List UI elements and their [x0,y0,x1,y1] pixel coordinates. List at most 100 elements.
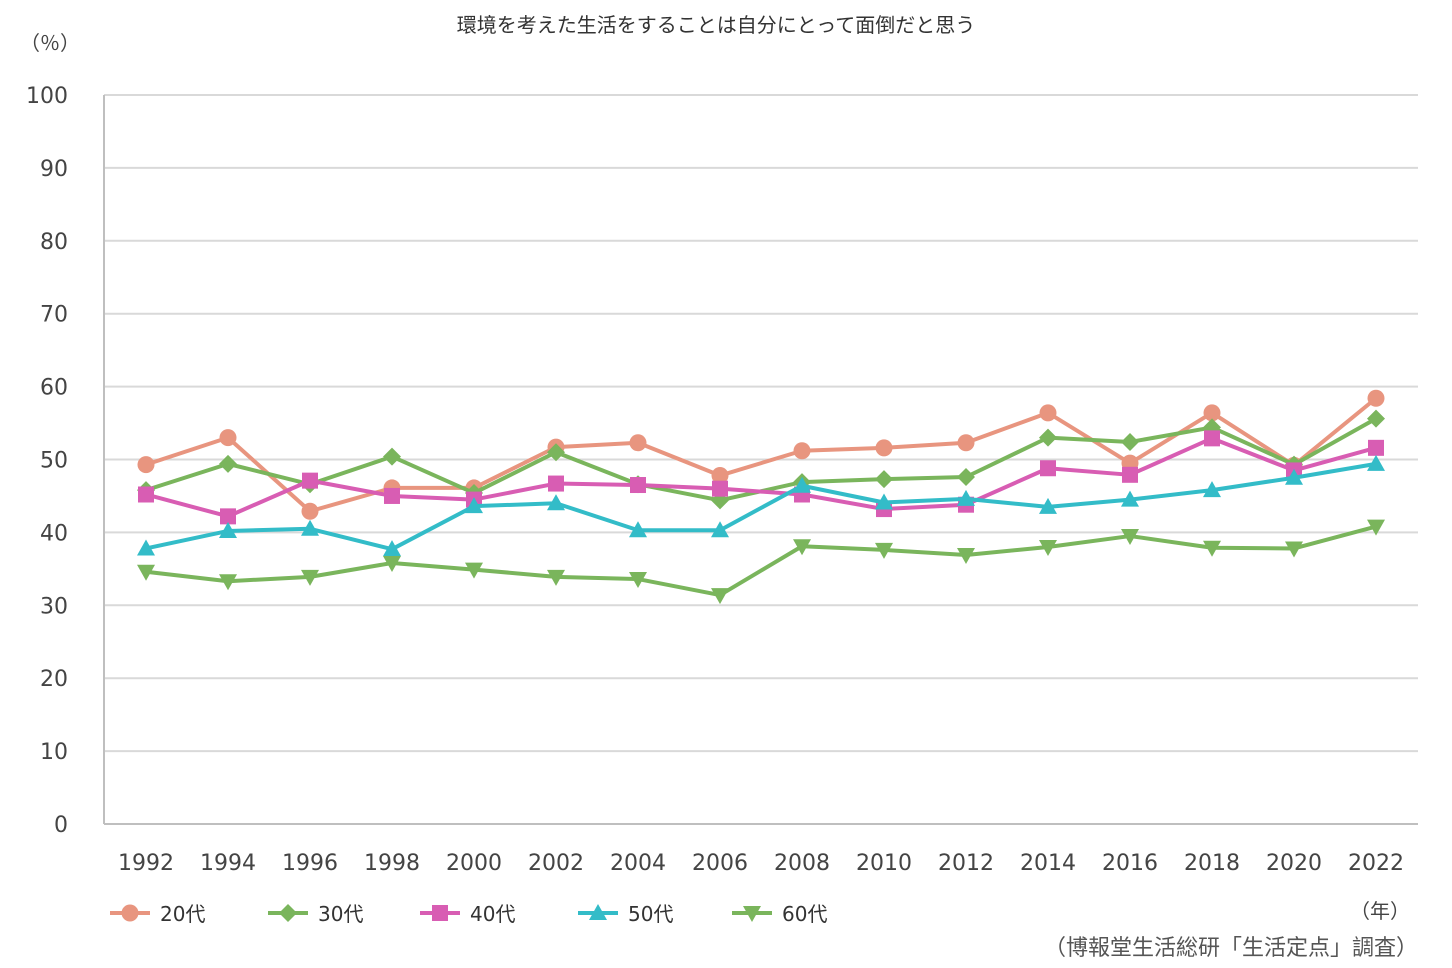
data-point-marker [547,569,565,586]
data-point-marker [1039,539,1057,556]
y-tick-labels: 0 10 20 30 40 50 60 70 80 90 100 [26,84,68,838]
y-tick-label: 100 [26,84,68,109]
legend-marker [743,906,761,922]
y-tick-label: 10 [40,740,68,765]
data-point-marker [219,574,237,591]
legend-marker [121,904,139,922]
x-tick-label: 2016 [1102,851,1158,876]
data-point-marker [301,502,319,520]
legend-label: 20代 [160,902,205,926]
data-point-marker [875,542,893,559]
data-point-marker [383,447,401,466]
data-point-marker [301,519,319,536]
data-point-marker [219,454,237,473]
legend-marker [589,904,607,920]
series-line [144,396,1378,514]
data-point-marker [1203,481,1221,498]
data-point-marker [547,443,565,462]
data-point-marker [1039,404,1057,422]
data-point-marker [875,470,893,489]
series-line [144,524,1378,598]
data-point-marker [1122,466,1138,483]
data-point-marker [629,521,647,538]
data-point-marker [1039,497,1057,514]
x-tick-label: 1992 [118,851,174,876]
data-point-marker [1367,389,1385,407]
data-point-marker [301,569,319,586]
x-tick-label: 2014 [1020,851,1076,876]
legend-marker [279,904,297,922]
x-tick-label: 2004 [610,851,666,876]
legend-item-1: 30代 [268,902,363,926]
grid-lines [104,94,1418,753]
data-point-marker [220,508,236,525]
y-tick-label: 90 [40,157,68,182]
axes [103,95,1418,825]
x-tick-label: 2000 [446,851,502,876]
legend-label: 50代 [628,902,673,926]
data-point-marker [384,487,400,504]
x-tick-labels: 1992 1994 1996 1998 2000 2002 2004 2006 2008 2010… [118,851,1404,876]
series-3 [137,454,1385,557]
x-tick-label: 1994 [200,851,256,876]
data-point-marker [547,494,565,511]
y-axis-unit-label: （％） [20,31,80,55]
data-point-marker [1367,519,1385,536]
series-line [144,436,1378,519]
data-point-marker [957,467,975,486]
x-axis-unit-label: （年） [1350,899,1410,923]
data-point-marker [1121,529,1139,546]
data-point-marker [629,572,647,589]
data-point-marker [630,477,646,494]
y-tick-label: 40 [40,521,68,546]
data-point-marker [219,429,237,447]
data-point-marker [1367,409,1385,428]
x-tick-label: 2022 [1348,851,1404,876]
series-0 [137,389,1385,520]
data-point-marker [875,493,893,510]
y-tick-label: 0 [54,813,68,838]
y-tick-label: 70 [40,303,68,328]
data-point-marker [711,521,729,538]
data-point-marker [711,588,729,605]
x-tick-label: 2010 [856,851,912,876]
chart-title: 環境を考えた生活をすることは自分にとって面倒だと思う [457,13,975,37]
series-line [144,461,1378,552]
legend-item-2: 40代 [420,902,515,926]
legend-item-3: 50代 [578,902,673,926]
series-lines [137,389,1385,605]
source-note: （博報堂生活総研「生活定点」調査） [1044,936,1418,961]
data-point-marker [1203,404,1221,422]
y-tick-label: 20 [40,667,68,692]
y-tick-label: 80 [40,230,68,255]
data-point-marker [137,539,155,556]
data-point-marker [793,442,811,460]
data-point-marker [793,476,811,493]
x-tick-label: 1998 [364,851,420,876]
data-point-marker [1040,460,1056,477]
data-point-marker [957,547,975,564]
series-4 [137,519,1385,605]
data-point-marker [957,489,975,506]
data-point-marker [793,539,811,556]
data-point-marker [137,456,155,474]
data-point-marker [712,480,728,497]
data-point-marker [1285,541,1303,558]
legend-label: 30代 [318,902,363,926]
x-tick-label: 2018 [1184,851,1240,876]
data-point-marker [465,562,483,579]
legend: 20代 30代 40代 50代 60代 [110,902,827,926]
y-tick-label: 50 [40,449,68,474]
data-point-marker [465,497,483,514]
legend-marker [432,905,448,921]
data-point-marker [1367,454,1385,471]
data-point-marker [383,556,401,573]
data-point-marker [1285,468,1303,485]
x-tick-label: 2012 [938,851,994,876]
y-tick-label: 30 [40,594,68,619]
data-point-marker [138,486,154,503]
x-tick-label: 2008 [774,851,830,876]
data-point-marker [302,472,318,489]
